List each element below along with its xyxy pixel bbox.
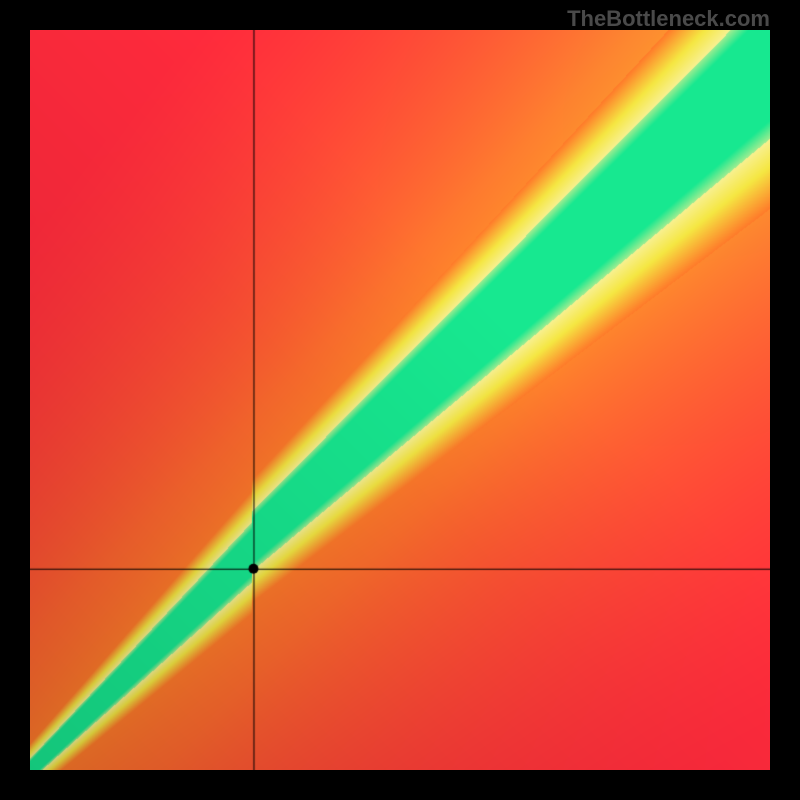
- heatmap-canvas: [30, 30, 770, 770]
- chart-container: TheBottleneck.com: [0, 0, 800, 800]
- heatmap-plot: [30, 30, 770, 770]
- watermark-text: TheBottleneck.com: [567, 6, 770, 32]
